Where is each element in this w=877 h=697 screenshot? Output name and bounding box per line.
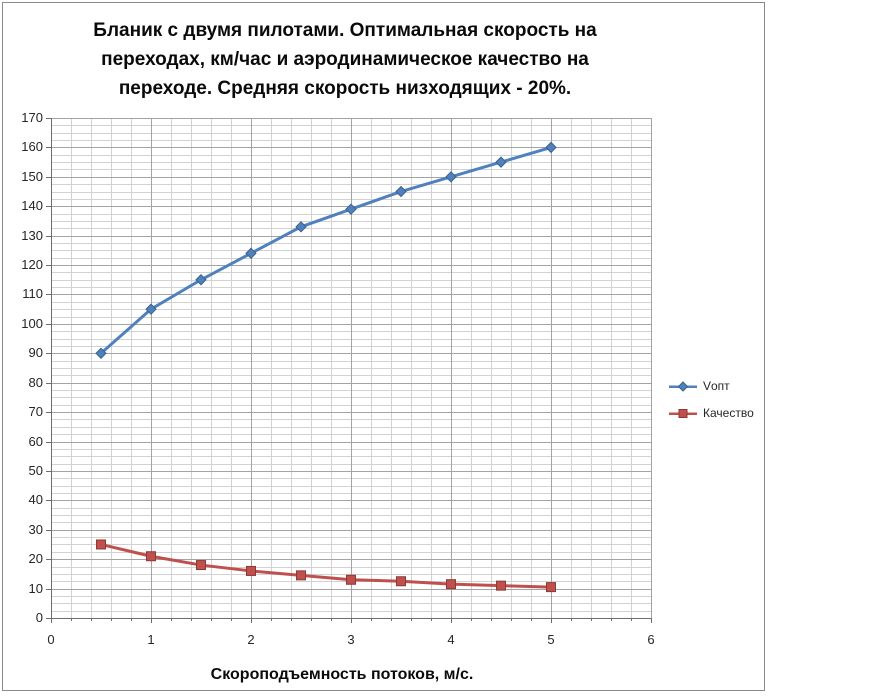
kachestvo-series-marker bbox=[546, 582, 556, 593]
x-axis-title: Скороподъемность потоков, м/с. bbox=[210, 666, 474, 683]
vopt-series-marker bbox=[395, 185, 407, 198]
x-tick-label: 3 bbox=[347, 632, 355, 647]
kachestvo-series-marker bbox=[146, 551, 156, 562]
y-tick-label: 0 bbox=[35, 610, 43, 625]
kachestvo-series-marker bbox=[346, 574, 356, 585]
kachestvo-series-marker-icon bbox=[669, 409, 697, 418]
legend-item-vopt[interactable]: Vопт bbox=[669, 378, 754, 394]
y-tick-label: 80 bbox=[28, 374, 43, 390]
vopt-series-marker bbox=[195, 274, 207, 286]
vopt-series-marker bbox=[445, 171, 457, 183]
y-tick-label: 70 bbox=[28, 404, 43, 420]
legend-label-vopt: Vопт bbox=[703, 379, 730, 393]
y-tick-label: 160 bbox=[21, 139, 43, 155]
kachestvo-series-marker bbox=[196, 560, 206, 571]
legend: Vопт Качество bbox=[669, 378, 754, 432]
chart-title-line-3: переходе. Средняя скорость низходящих - … bbox=[118, 78, 572, 99]
y-tick-label: 20 bbox=[28, 551, 43, 567]
x-tick-label: 5 bbox=[547, 632, 555, 647]
x-tick-label: 2 bbox=[247, 632, 255, 647]
chart-title-line-1: Бланик с двумя пилотами. Оптимальная ско… bbox=[93, 20, 597, 41]
legend-label-kachestvo: Качество bbox=[703, 406, 754, 420]
vopt-series-marker-icon bbox=[669, 381, 697, 392]
kachestvo-series-marker bbox=[296, 570, 306, 581]
x-tick-label: 6 bbox=[647, 632, 655, 647]
y-tick-label: 130 bbox=[21, 227, 43, 243]
y-tick-label: 170 bbox=[21, 110, 43, 125]
x-tick-label: 0 bbox=[47, 632, 55, 647]
y-tick-label: 110 bbox=[22, 286, 43, 302]
x-tick-label: 1 bbox=[147, 632, 155, 647]
kachestvo-series-marker bbox=[96, 539, 106, 550]
vopt-series-marker bbox=[245, 247, 257, 260]
y-tick-label: 100 bbox=[21, 315, 43, 331]
y-tick-label: 90 bbox=[28, 345, 43, 361]
chart-title-line-2: переходах, км/час и аэродинамическое кач… bbox=[101, 49, 589, 70]
x-tick-label: 4 bbox=[447, 632, 455, 647]
kachestvo-series-marker bbox=[246, 565, 256, 576]
y-tick-label: 10 bbox=[28, 580, 43, 596]
y-tick-label: 120 bbox=[21, 257, 43, 273]
vopt-series-marker bbox=[495, 156, 507, 168]
chart-frame: Бланик с двумя пилотами. Оптимальная ско… bbox=[2, 2, 765, 691]
y-tick-label: 40 bbox=[28, 492, 43, 508]
vopt-series-marker bbox=[345, 203, 357, 215]
kachestvo-series-marker bbox=[396, 576, 406, 587]
vopt-series-line bbox=[99, 145, 553, 355]
vopt-series-marker bbox=[295, 221, 307, 233]
vopt-series-marker bbox=[95, 347, 107, 360]
vopt-series-marker bbox=[545, 141, 557, 154]
kachestvo-series-line bbox=[99, 542, 553, 589]
y-tick-label: 140 bbox=[21, 198, 43, 214]
legend-item-kachestvo[interactable]: Качество bbox=[669, 405, 754, 421]
y-tick-label: 150 bbox=[21, 168, 43, 184]
kachestvo-series-marker bbox=[496, 580, 506, 591]
y-tick-label: 30 bbox=[28, 521, 43, 537]
y-tick-label: 50 bbox=[28, 462, 43, 478]
plot-area bbox=[46, 118, 652, 623]
kachestvo-series-marker bbox=[446, 579, 456, 590]
y-tick-label: 60 bbox=[28, 433, 43, 449]
vopt-series-marker bbox=[145, 303, 157, 315]
chart-title: Бланик с двумя пилотами. Оптимальная ско… bbox=[39, 16, 651, 103]
